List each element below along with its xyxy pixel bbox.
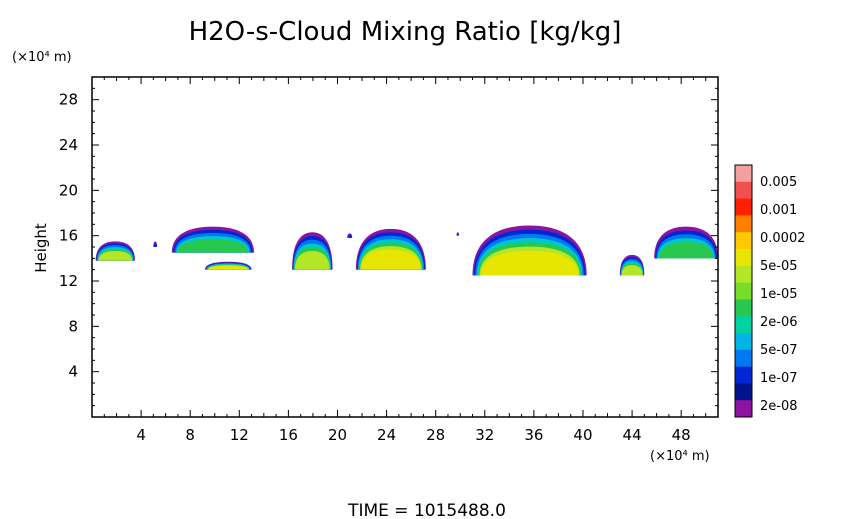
colorbar-swatch	[735, 232, 752, 250]
colorbar-swatch	[735, 316, 752, 334]
colorbar-label: 2e-08	[760, 399, 798, 414]
colorbar-swatch	[735, 383, 752, 401]
y-unit-label: (×10⁴ m)	[12, 50, 72, 65]
x-tick-label: 32	[475, 426, 494, 444]
colorbar-label: 1e-05	[760, 287, 798, 302]
colorbar-swatch	[735, 400, 752, 418]
cloud-contour-level	[480, 250, 579, 276]
cloud-cell	[153, 241, 158, 247]
cloud-cell	[654, 226, 718, 259]
colorbar-swatch	[735, 366, 752, 384]
cloud-contour-level	[153, 243, 157, 247]
y-tick-label: 4	[68, 363, 78, 381]
cloud-contour-level	[658, 242, 714, 259]
x-tick-label: 40	[573, 426, 592, 444]
time-label: TIME = 1015488.0	[347, 501, 506, 519]
cloud-cell	[619, 254, 645, 276]
cloud-contour-level	[295, 250, 330, 270]
y-tick-label: 8	[68, 317, 78, 335]
colorbar-label: 0.001	[760, 203, 797, 218]
y-tick-label: 28	[59, 91, 78, 109]
cloud-cell	[472, 225, 587, 276]
y-tick-label: 12	[59, 272, 78, 290]
chart-title: H2O-s-Cloud Mixing Ratio [kg/kg]	[189, 17, 622, 47]
colorbar-swatch	[735, 282, 752, 300]
colorbar-swatch	[735, 198, 752, 216]
x-tick-label: 48	[672, 426, 691, 444]
cloud-contour-level	[361, 249, 421, 270]
colorbar-swatch	[735, 165, 752, 183]
y-tick-label: 16	[59, 227, 78, 245]
cloud-contour-level	[98, 250, 133, 261]
colorbar-label: 5e-05	[760, 259, 798, 274]
cloud-cell	[355, 228, 426, 270]
y-tick-label: 20	[59, 181, 78, 199]
cloud-cell	[171, 226, 255, 253]
colorbar-swatch	[735, 333, 752, 351]
colorbar-label: 0.0002	[760, 231, 806, 246]
colorbar-swatch	[735, 249, 752, 267]
x-tick-label: 4	[136, 426, 146, 444]
x-unit-label: (×10⁴ m)	[650, 449, 710, 464]
cloud-contour-level	[621, 265, 643, 276]
plot-frame	[91, 76, 719, 418]
cloud-cell	[347, 233, 353, 238]
x-tick-label: 28	[426, 426, 445, 444]
x-tick-label: 8	[185, 426, 195, 444]
x-tick-label: 12	[230, 426, 249, 444]
cloud-contour-level	[347, 235, 352, 238]
x-tick-label: 36	[524, 426, 543, 444]
colorbar-swatch	[735, 299, 752, 317]
y-tick-label: 24	[59, 136, 78, 154]
colorbar-label: 2e-06	[760, 315, 798, 330]
cloud-cell	[456, 232, 460, 236]
colorbar-label: 1e-07	[760, 371, 798, 386]
cloud-contour-level	[456, 233, 459, 236]
x-tick-label: 24	[377, 426, 396, 444]
cloud-cell	[204, 261, 252, 270]
cloud-cells	[95, 225, 718, 276]
cloud-cell	[95, 241, 135, 261]
colorbar-swatch	[735, 215, 752, 233]
cloud-cell	[292, 232, 333, 270]
x-tick-label: 20	[328, 426, 347, 444]
y-axis-label: Height	[32, 223, 50, 273]
colorbar-swatch	[735, 265, 752, 284]
colorbar-label: 0.005	[760, 175, 797, 190]
x-tick-label: 16	[279, 426, 298, 444]
colorbar-label: 5e-07	[760, 343, 798, 358]
x-tick-label: 44	[623, 426, 642, 444]
cloud-contour-level	[177, 239, 249, 253]
colorbar: 0.005 0.001 0.0002 5e-05 1e-05 2e-06 5e-07 1e-0…	[734, 164, 806, 418]
colorbar-swatch	[735, 349, 752, 368]
cloud-contour-level	[208, 265, 249, 270]
colorbar-frame	[734, 164, 753, 418]
colorbar-swatch	[735, 181, 752, 200]
